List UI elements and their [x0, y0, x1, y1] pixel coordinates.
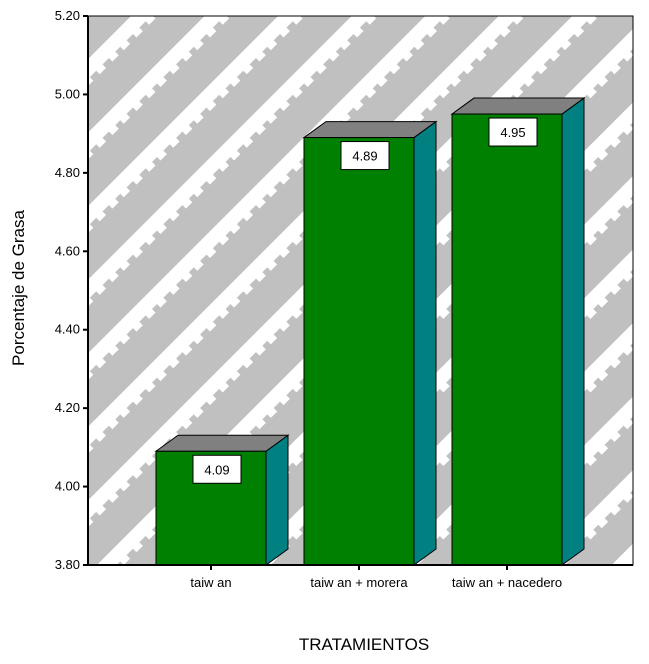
- y-tick-label: 5.20: [55, 8, 80, 23]
- data-labels: 4.09 4.89 4.95: [192, 117, 538, 484]
- y-tick-label: 4.40: [55, 322, 80, 337]
- x-tick-label: taiw an + morera: [310, 575, 408, 590]
- data-label-box: [192, 454, 242, 484]
- x-tick-label: taiw an: [190, 575, 231, 590]
- bar-side: [265, 434, 289, 566]
- bar: [303, 137, 415, 566]
- y-tick-label: 3.80: [55, 557, 80, 572]
- plot-border: [87, 15, 634, 566]
- y-tick-label: 4.00: [55, 479, 80, 494]
- bars: [154, 97, 586, 566]
- y-tick-label: 4.60: [55, 243, 80, 258]
- data-label-box: [340, 141, 390, 171]
- x-tick-label: taiw an + nacedero: [452, 575, 562, 590]
- data-label: 4.95: [500, 125, 525, 140]
- y-tick-label: 5.00: [55, 86, 80, 101]
- bar-top: [154, 434, 290, 452]
- bar-side: [561, 97, 585, 566]
- y-tick-label: 4.20: [55, 400, 80, 415]
- data-label: 4.89: [352, 149, 377, 164]
- y-tick-label: 4.80: [55, 165, 80, 180]
- axes: 3.80 4.00 4.20 4.40 4.60 4.80 5.00 5.20 taiw an t…: [55, 8, 634, 590]
- bar-top: [302, 121, 438, 139]
- x-axis-label: TRATAMIENTOS: [299, 635, 429, 654]
- bar-side: [413, 120, 437, 566]
- bar: [451, 113, 563, 566]
- y-axis-label: Porcentaje de Grasa: [9, 209, 28, 365]
- bar-top: [450, 97, 586, 115]
- data-label: 4.09: [204, 462, 229, 477]
- data-label-box: [488, 117, 538, 147]
